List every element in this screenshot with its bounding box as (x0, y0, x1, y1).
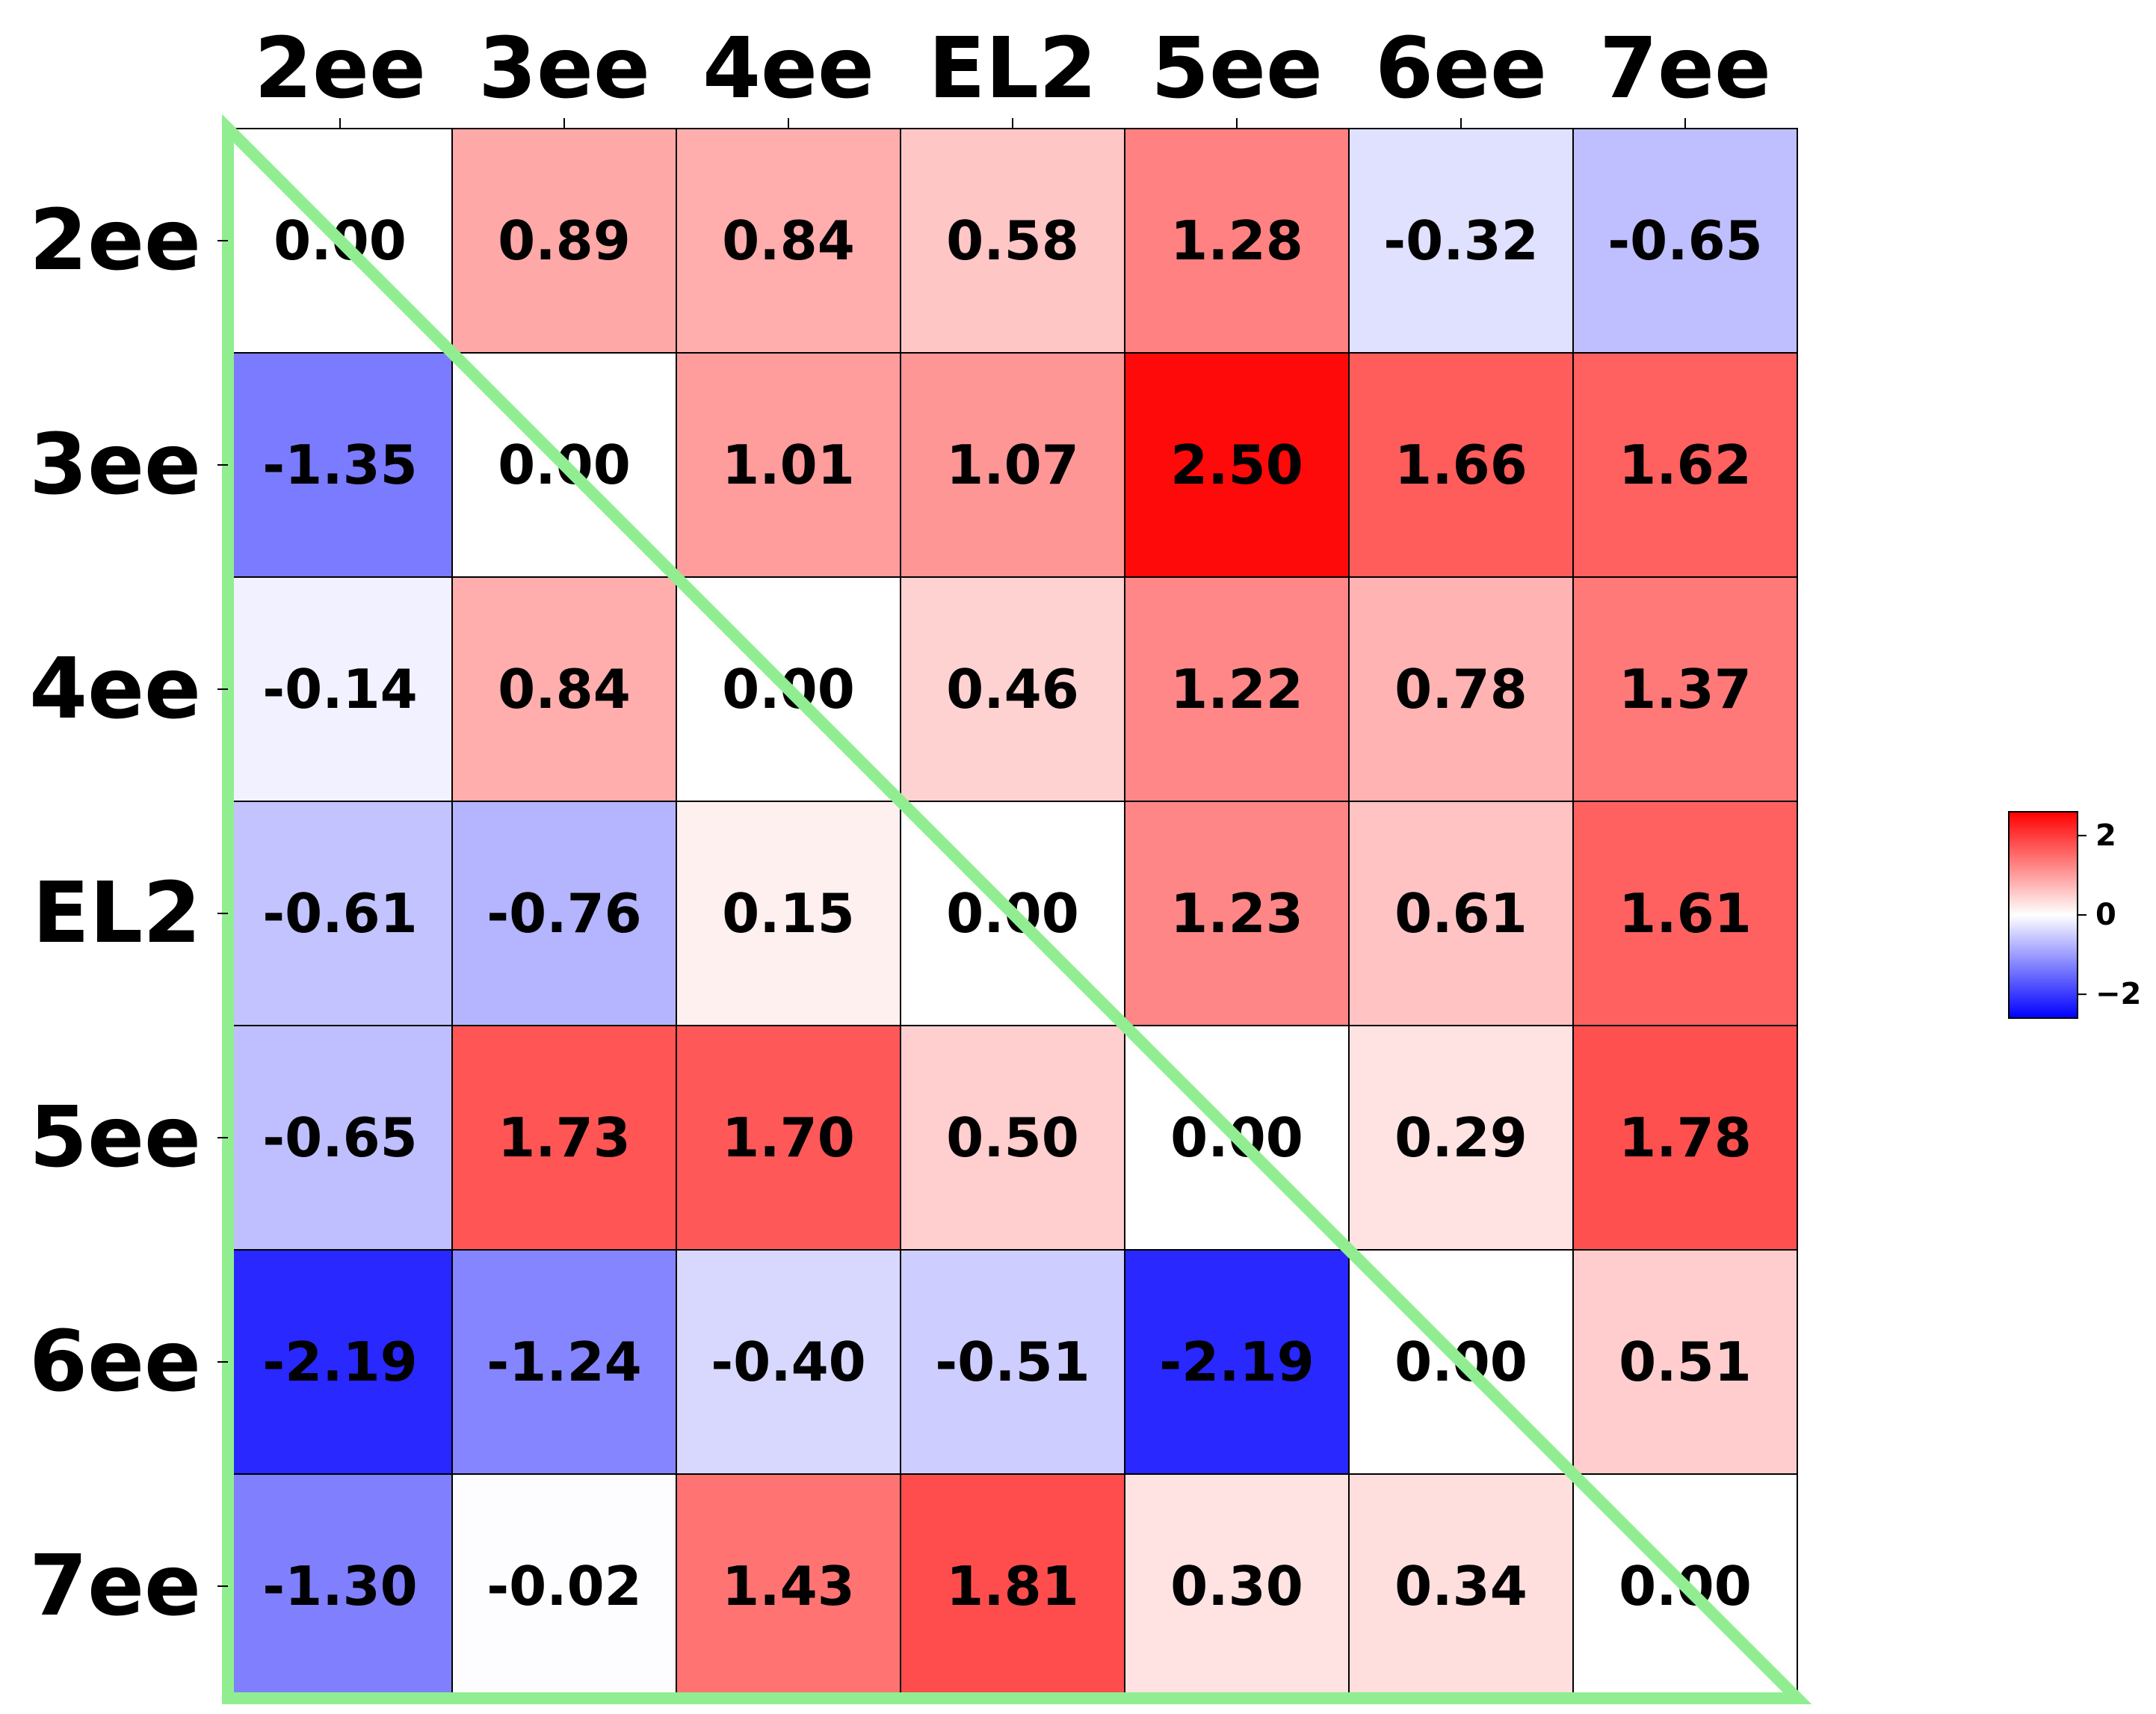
cell-value-label: 1.73 (498, 1106, 631, 1169)
heatmap-cell (900, 576, 1125, 802)
row-tick-label: EL2 (32, 865, 201, 962)
heatmap-cell (900, 352, 1125, 578)
heatmap-cell (900, 1249, 1125, 1475)
heatmap-cell (1124, 352, 1350, 578)
heatmap-cell (451, 576, 677, 802)
cell-value-label: 2.50 (1170, 434, 1303, 496)
cell-value-label: -0.61 (262, 882, 418, 945)
cell-value-label: -1.35 (262, 434, 418, 496)
heatmap-cell (1348, 1473, 1574, 1699)
cell-value-label: 0.15 (722, 882, 855, 945)
heatmap-cell (451, 1025, 677, 1251)
column-tick-label: 5ee (1151, 20, 1323, 117)
cell-value-label: 1.70 (722, 1106, 855, 1169)
cell-value-label: 1.01 (722, 434, 855, 496)
cell-value-label: -0.65 (262, 1106, 418, 1169)
cell-value-label: 1.23 (1170, 882, 1303, 945)
cell-value-label: 0.34 (1394, 1555, 1528, 1618)
heatmap-cells: 0.00 0.89 0.84 0.58 1.28 -0.32 -0.65-1.35 0.00 1… (227, 128, 1798, 1699)
heatmap-cell (227, 1025, 453, 1251)
cell-value-label: -1.24 (487, 1331, 642, 1393)
cell-value-label: 0.78 (1394, 658, 1528, 721)
heatmap-cell (1572, 352, 1798, 578)
row-tick-label: 3ee (29, 416, 201, 514)
heatmap-cell (1572, 576, 1798, 802)
cell-value-label: 1.22 (1170, 658, 1303, 721)
row-tick-label: 4ee (29, 641, 201, 738)
column-tick-label: 6ee (1375, 20, 1547, 117)
column-tick-label: EL2 (928, 20, 1097, 117)
cell-value-label: 0.89 (498, 209, 631, 272)
column-tick-label: 3ee (478, 20, 650, 117)
cell-value-label: 0.84 (722, 209, 855, 272)
colorbar-tick-label: −2 (2095, 977, 2141, 1011)
cell-value-label: 1.61 (1619, 882, 1752, 945)
row-tick-label: 5ee (29, 1089, 201, 1186)
cell-value-label: -0.51 (935, 1331, 1090, 1393)
heatmap-cell (227, 352, 453, 578)
heatmap-cell (1124, 128, 1350, 354)
heatmap-cell (676, 1473, 901, 1699)
cell-value-label: -0.32 (1383, 209, 1539, 272)
cell-value-label: 0.46 (946, 658, 1079, 721)
heatmap-cell (1572, 1025, 1798, 1251)
cell-value-label: 0.61 (1394, 882, 1528, 945)
cell-value-label: 1.07 (946, 434, 1079, 496)
cell-value-label: 1.78 (1619, 1106, 1752, 1169)
row-tick-label: 2ee (29, 192, 201, 289)
heatmap-cell (676, 1249, 901, 1475)
heatmap-cell (1124, 1249, 1350, 1475)
row-tick-label: 6ee (29, 1313, 201, 1411)
column-tick-label: 7ee (1599, 20, 1771, 117)
heatmap-cell (1348, 801, 1574, 1026)
heatmap-cell (1348, 1025, 1574, 1251)
heatmap-cell (1124, 576, 1350, 802)
heatmap-cell (227, 576, 453, 802)
cell-value-label: -0.76 (487, 882, 642, 945)
cell-value-label: 0.30 (1170, 1555, 1303, 1618)
colorbar: 2 0 −2 (2008, 811, 2141, 1019)
cell-value-label: 1.62 (1619, 434, 1752, 496)
heatmap-cell (451, 801, 677, 1026)
cell-value-label: 0.29 (1394, 1106, 1528, 1169)
colorbar-tick-label: 2 (2095, 819, 2116, 853)
cell-value-label: -1.30 (262, 1555, 418, 1618)
column-tick-label: 4ee (702, 20, 874, 117)
cell-value-label: 0.84 (498, 658, 631, 721)
cell-value-label: 1.28 (1170, 209, 1303, 272)
column-tick-labels: 2ee 3ee 4ee EL2 5ee 6ee 7ee (254, 20, 1771, 129)
colorbar-tick-label: 0 (2095, 898, 2116, 932)
cell-value-label: 1.37 (1619, 658, 1752, 721)
colorbar-gradient (2008, 811, 2078, 1019)
heatmap-cell (451, 1249, 677, 1475)
cell-value-label: -0.02 (487, 1555, 642, 1618)
cell-value-label: 1.81 (946, 1555, 1079, 1618)
cell-value-label: -2.19 (262, 1331, 418, 1393)
cell-value-label: 0.58 (946, 209, 1079, 272)
heatmap-cell (1572, 801, 1798, 1026)
cell-value-label: 0.51 (1619, 1331, 1752, 1393)
cell-value-label: -0.14 (262, 658, 418, 721)
row-tick-labels: 2ee 3ee 4ee EL2 5ee 6ee 7ee (29, 192, 228, 1635)
row-tick-label: 7ee (29, 1538, 201, 1635)
heatmap-cell (1348, 352, 1574, 578)
cell-value-label: 0.50 (946, 1106, 1079, 1169)
heatmap-cell (676, 801, 901, 1026)
cell-value-label: -0.40 (711, 1331, 866, 1393)
heatmap-cell (227, 1473, 453, 1699)
heatmap-cell (1348, 128, 1574, 354)
heatmap-cell (1572, 128, 1798, 354)
heatmap-cell (1124, 1473, 1350, 1699)
cell-value-label: -2.19 (1159, 1331, 1315, 1393)
cell-value-label: -0.65 (1607, 209, 1763, 272)
heatmap-cell (900, 1025, 1125, 1251)
cell-value-label: 1.43 (722, 1555, 855, 1618)
column-tick-label: 2ee (254, 20, 426, 117)
heatmap-cell (676, 128, 901, 354)
cell-value-label: 1.66 (1394, 434, 1528, 496)
heatmap-cell (900, 1473, 1125, 1699)
